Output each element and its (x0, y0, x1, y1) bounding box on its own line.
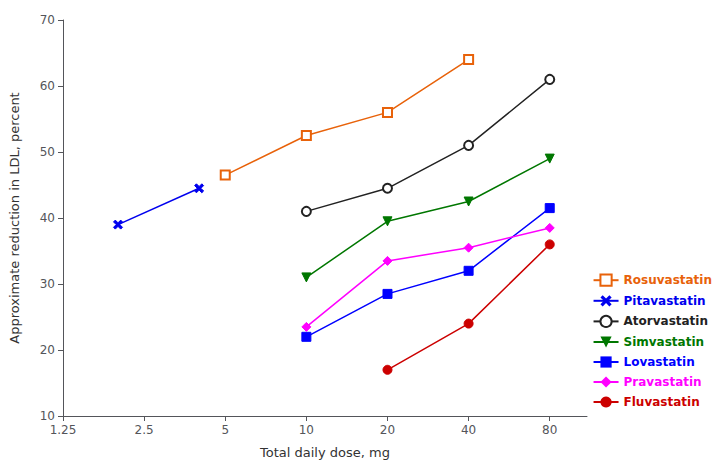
svg-text:70: 70 (40, 13, 55, 27)
svg-text:Lovastatin: Lovastatin (624, 355, 695, 369)
svg-text:80: 80 (542, 423, 557, 437)
svg-text:20: 20 (40, 343, 55, 357)
svg-text:Total daily dose, mg: Total daily dose, mg (259, 445, 390, 460)
svg-text:Simvastatin: Simvastatin (624, 335, 705, 349)
svg-text:1.25: 1.25 (50, 423, 77, 437)
svg-text:Rosuvastatin: Rosuvastatin (624, 273, 712, 287)
svg-text:5: 5 (221, 423, 229, 437)
svg-text:40: 40 (40, 211, 55, 225)
svg-text:Pitavastatin: Pitavastatin (624, 294, 706, 308)
svg-text:30: 30 (40, 277, 55, 291)
svg-text:2.5: 2.5 (135, 423, 154, 437)
svg-text:40: 40 (461, 423, 476, 437)
svg-text:50: 50 (40, 145, 55, 159)
svg-text:10: 10 (299, 423, 314, 437)
svg-text:Pravastatin: Pravastatin (624, 375, 702, 389)
svg-text:Approximate reduction in LDL,: Approximate reduction in LDL, percent (7, 92, 22, 343)
svg-text:10: 10 (40, 409, 55, 423)
svg-text:60: 60 (40, 79, 55, 93)
svg-text:20: 20 (380, 423, 395, 437)
svg-text:Atorvastatin: Atorvastatin (624, 314, 708, 328)
svg-text:Fluvastatin: Fluvastatin (624, 395, 700, 409)
